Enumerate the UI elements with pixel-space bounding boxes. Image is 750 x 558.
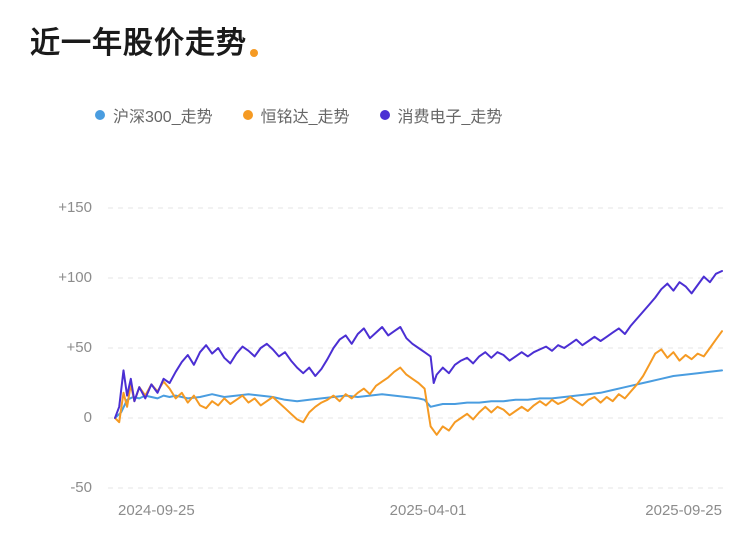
legend-item-consumer-electronics[interactable]: 消费电子_走势 <box>379 103 503 127</box>
legend-dot-hs300-icon <box>95 110 105 120</box>
legend-item-hs300[interactable]: 沪深300_走势 <box>95 103 213 127</box>
y-axis-tick: -50 <box>70 479 92 496</box>
x-axis-tick: 2024-09-25 <box>118 502 195 519</box>
y-axis-tick: 0 <box>83 409 92 426</box>
x-axis-tick: 2025-09-25 <box>645 502 722 519</box>
legend-label-hengmingda: 恒铭达_走势 <box>260 109 350 126</box>
legend-item-hengmingda[interactable]: 恒铭达_走势 <box>242 103 350 127</box>
legend-dot-consumer-electronics-icon <box>379 110 390 120</box>
legend-label-consumer-electronics: 消费电子_走势 <box>397 109 503 126</box>
legend: 沪深300_走势 恒铭达_走势 消费电子_走势 <box>95 103 502 127</box>
title-accent-dot <box>250 49 258 57</box>
legend-label-hs300: 沪深300_走势 <box>113 109 213 126</box>
y-axis-tick: +50 <box>66 339 92 356</box>
x-axis-tick: 2025-04-01 <box>389 502 467 519</box>
title-row: 近一年股价走势 <box>30 26 258 62</box>
chart-title: 近一年股价走势 <box>30 27 247 60</box>
y-axis-tick: +100 <box>58 269 92 286</box>
y-axis-tick: +150 <box>58 199 92 216</box>
legend-dot-hengmingda-icon <box>242 110 253 120</box>
